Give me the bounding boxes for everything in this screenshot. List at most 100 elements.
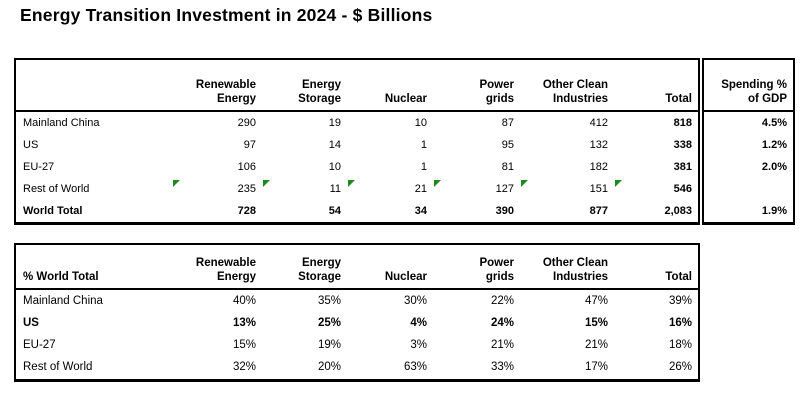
spending-cell: 4.5% — [761, 117, 787, 129]
table-cell: 24% — [490, 317, 514, 329]
column-header-power-grids: Power grids — [433, 60, 520, 112]
row-label: EU-27 — [23, 339, 56, 351]
table-cell: 15% — [232, 339, 256, 351]
table-cell-flagged: 11 — [262, 178, 347, 200]
column-header-energy-storage: Energy Storage — [262, 245, 347, 290]
table-cell: 97 — [243, 139, 256, 151]
corner-cell — [16, 60, 172, 112]
table-cell: 95 — [501, 139, 514, 151]
column-header-nuclear: Nuclear — [347, 60, 433, 112]
percent-world-total-table: % World Total Renewable Energy Energy St… — [14, 243, 700, 382]
table-cell: 47% — [584, 295, 608, 307]
column-header-other-clean-industries: Other Clean Industries — [520, 245, 614, 290]
cell-value: 235 — [237, 183, 256, 195]
table-cell: 13% — [232, 317, 256, 329]
table-cell: 1 — [420, 161, 427, 173]
excel-error-indicator-icon — [615, 180, 622, 187]
table-cell: 132 — [589, 139, 608, 151]
table-cell: 106 — [237, 161, 256, 173]
table-cell: 14 — [328, 139, 341, 151]
table-cell-total: 381 — [673, 161, 692, 173]
table-cell: 728 — [237, 205, 256, 217]
column-header-energy-storage: Energy Storage — [262, 60, 347, 112]
table-cell: 19% — [317, 339, 341, 351]
cell-value: 151 — [589, 183, 608, 195]
row-label: Rest of World — [23, 183, 90, 195]
table-cell: 21% — [584, 339, 608, 351]
table-cell: 81 — [501, 161, 514, 173]
table-cell-total-flagged: 546 — [614, 178, 698, 200]
percent-world-total-grid: % World Total Renewable Energy Energy St… — [16, 245, 698, 379]
table-cell-flagged: 21 — [347, 178, 433, 200]
column-header-total: Total — [614, 245, 698, 290]
cell-value: 546 — [673, 183, 692, 195]
table-cell: 87 — [501, 117, 514, 129]
row-label: Mainland China — [23, 117, 100, 129]
cell-value: 11 — [329, 183, 341, 195]
table-cell: 32% — [232, 361, 256, 373]
table-cell-total: 818 — [673, 117, 692, 129]
row-label: EU-27 — [23, 161, 55, 173]
row-label: Mainland China — [23, 295, 103, 307]
table-cell-flagged: 127 — [433, 178, 520, 200]
column-header-nuclear: Nuclear — [347, 245, 433, 290]
column-header-spending-gdp: Spending % of GDP — [704, 60, 793, 112]
column-header-other-clean-industries: Other Clean Industries — [520, 60, 614, 112]
investment-table-grid: Renewable Energy Energy Storage Nuclear … — [16, 60, 698, 222]
table-cell: 22% — [490, 295, 514, 307]
table-cell: 40% — [232, 295, 256, 307]
table-cell: 877 — [589, 205, 608, 217]
table-cell: 21% — [490, 339, 514, 351]
table-cell: 4% — [410, 317, 427, 329]
spending-cell: 1.9% — [761, 205, 787, 217]
spending-cell: 1.2% — [761, 139, 787, 151]
spending-gdp-grid: Spending % of GDP 4.5% 1.2% 2.0% 1.9% — [704, 60, 793, 222]
excel-error-indicator-icon — [521, 180, 528, 187]
table-cell: 390 — [495, 205, 514, 217]
table-cell: 17% — [584, 361, 608, 373]
table-cell: 63% — [403, 361, 427, 373]
table-cell: 54 — [328, 205, 341, 217]
table-cell-flagged: 151 — [520, 178, 614, 200]
table-cell: 33% — [490, 361, 514, 373]
column-header-renewable-energy: Renewable Energy — [172, 60, 262, 112]
table-cell: 35% — [317, 295, 341, 307]
table-cell: 20% — [317, 361, 341, 373]
table-cell-total: 2,083 — [664, 205, 692, 217]
table-cell: 18% — [668, 339, 692, 351]
column-header-total: Total — [614, 60, 698, 112]
table-cell: 26% — [668, 361, 692, 373]
investment-table: Renewable Energy Energy Storage Nuclear … — [14, 58, 700, 225]
row-label: Rest of World — [23, 361, 93, 373]
row-label: US — [23, 139, 39, 151]
column-header-power-grids: Power grids — [433, 245, 520, 290]
table-cell: 290 — [237, 117, 256, 129]
table-cell: 10 — [414, 117, 427, 129]
excel-error-indicator-icon — [173, 180, 180, 187]
table-cell: 19 — [328, 117, 341, 129]
table-cell: 10 — [328, 161, 341, 173]
excel-error-indicator-icon — [263, 180, 270, 187]
table-cell: 412 — [589, 117, 608, 129]
table-cell: 3% — [410, 339, 427, 351]
cell-value: 127 — [495, 183, 514, 195]
corner-label-percent-world-total: % World Total — [16, 245, 172, 290]
excel-error-indicator-icon — [348, 180, 355, 187]
table-cell: 16% — [668, 317, 692, 329]
table-cell: 15% — [584, 317, 608, 329]
row-label-us: US — [23, 317, 39, 329]
column-header-renewable-energy: Renewable Energy — [172, 245, 262, 290]
table-cell: 1 — [420, 139, 427, 151]
table-cell: 39% — [668, 295, 692, 307]
excel-error-indicator-icon — [434, 180, 441, 187]
spending-gdp-box: Spending % of GDP 4.5% 1.2% 2.0% 1.9% — [702, 58, 795, 225]
table-cell-total: 338 — [673, 139, 692, 151]
spending-cell: 2.0% — [761, 161, 787, 173]
page-title: Energy Transition Investment in 2024 - $… — [20, 5, 433, 25]
table-cell: 30% — [403, 295, 427, 307]
cell-value: 21 — [414, 183, 427, 195]
table-cell: 34 — [414, 205, 427, 217]
row-label-world-total: World Total — [23, 205, 83, 217]
table-cell: 182 — [589, 161, 608, 173]
